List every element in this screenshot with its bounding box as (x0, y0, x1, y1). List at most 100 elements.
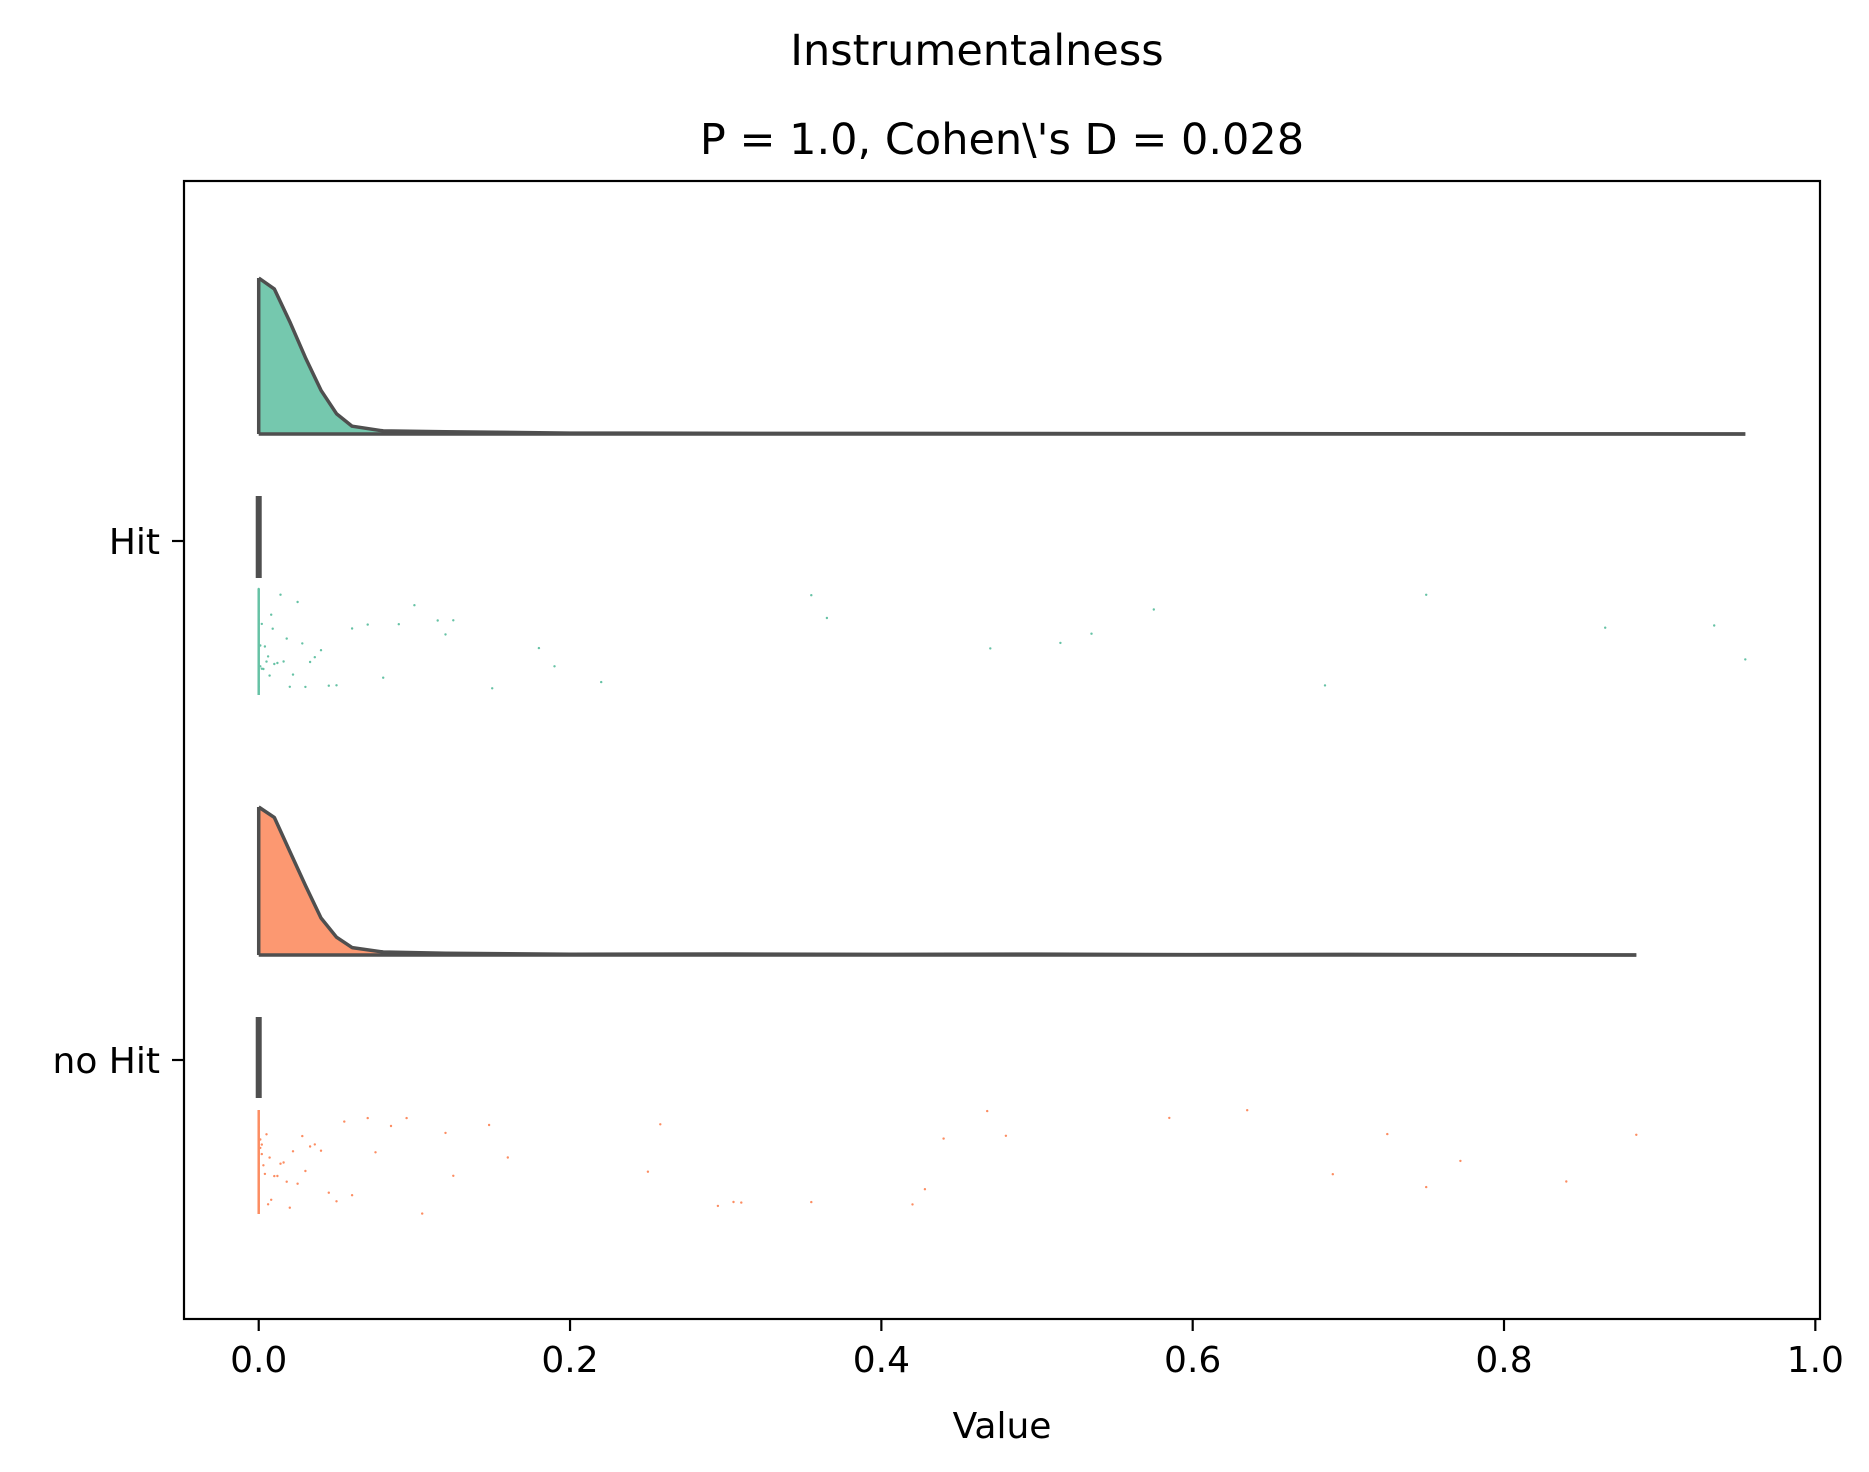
rain-point (740, 1201, 743, 1204)
rain-point (257, 610, 260, 613)
y-axis: Hit no Hit (53, 522, 184, 1082)
x-tick-label: 0.6 (1164, 1340, 1221, 1381)
rain-point (273, 1174, 276, 1178)
rain-point (1713, 624, 1716, 627)
rain-point (491, 687, 494, 690)
rain-point (989, 647, 992, 650)
rain-point (263, 645, 267, 648)
rain-point (296, 600, 299, 604)
rain-point (942, 1137, 945, 1140)
rain-point (259, 1138, 262, 1141)
x-tick-label: 1.0 (1787, 1340, 1844, 1381)
rain-point (271, 627, 274, 630)
rain-point (262, 667, 265, 671)
density-hit (258, 278, 1746, 434)
x-tick-label: 0.0 (230, 1340, 287, 1381)
x-axis-label: Value (953, 1406, 1052, 1447)
boxplot-hit (255, 496, 262, 578)
density-no-hit (258, 807, 1637, 955)
rain-point (487, 1123, 491, 1127)
rain-point (444, 633, 447, 636)
rain-point (923, 1188, 927, 1191)
rain-point (301, 1134, 304, 1138)
rain-point (266, 1203, 270, 1206)
rain-point (1168, 1116, 1171, 1120)
rain-point (452, 1174, 455, 1178)
rain-point (732, 1200, 735, 1204)
rain-point (327, 684, 330, 687)
rain-point (262, 1164, 265, 1167)
rain-point (257, 1151, 260, 1154)
rain-point (335, 684, 338, 687)
rain-point (506, 1156, 509, 1159)
rain-point (1635, 1133, 1638, 1137)
plot-frame (182, 179, 1822, 1321)
rain-point (291, 1150, 295, 1153)
rain-point (1331, 1173, 1335, 1176)
rain-point (268, 674, 271, 677)
rain-point (260, 622, 263, 626)
rain-point (296, 1182, 299, 1185)
rain-point (1090, 632, 1093, 635)
density-outline-no-hit (257, 805, 1637, 957)
rain-point (810, 594, 813, 597)
rain-point (265, 660, 268, 663)
rain-point (319, 1149, 323, 1152)
rain-point (452, 619, 455, 622)
rain-point (257, 1162, 260, 1165)
x-axis: 0.0 0.2 0.4 0.6 0.8 1.0 (230, 1319, 1844, 1381)
rain-point (382, 676, 385, 679)
rain-point (265, 1133, 268, 1136)
rain-point (1604, 626, 1607, 629)
rain-point (313, 1143, 316, 1146)
rain-point (1004, 1134, 1008, 1138)
rain-point (810, 1200, 813, 1204)
rain-point (308, 660, 312, 664)
rain-point (397, 623, 400, 626)
rain-point (279, 593, 282, 596)
x-tick-label: 0.2 (541, 1340, 598, 1381)
rain-point (288, 1206, 291, 1209)
density-outline-hit (257, 276, 1746, 436)
rain-point (270, 613, 273, 616)
rain-point (257, 685, 260, 688)
rain-point (911, 1203, 914, 1206)
rain-point (257, 1126, 260, 1129)
plot-area (255, 276, 1747, 1215)
rain-point (276, 1174, 279, 1178)
rain-point (335, 1200, 338, 1203)
rain-point (288, 685, 291, 688)
y-tick-label: Hit (109, 522, 160, 563)
rain-point (444, 1131, 447, 1135)
rain-point (343, 1120, 346, 1123)
rain-point (260, 1152, 263, 1156)
rain-point (436, 619, 439, 622)
rain-point (421, 1212, 424, 1215)
rain-point (986, 1109, 989, 1113)
rain-point (553, 665, 556, 668)
rain-point (285, 637, 288, 640)
rain-point (1386, 1132, 1389, 1136)
rain-point (285, 1180, 288, 1183)
rain-point (366, 1116, 369, 1120)
rain-point (1744, 658, 1747, 661)
rain-point (301, 642, 304, 645)
rain-point (276, 661, 279, 665)
rain-point (350, 627, 354, 630)
rain-point (308, 1145, 312, 1148)
rain-point (1459, 1159, 1462, 1163)
rain-point (282, 1161, 285, 1164)
rain-point (268, 1156, 271, 1159)
rain-point (282, 660, 285, 663)
rain-point (600, 680, 603, 684)
rain-point (1425, 1185, 1428, 1189)
rain-point (1059, 641, 1062, 645)
rain-point (716, 1204, 720, 1208)
boxplot-no-hit (255, 1017, 262, 1098)
rain-point (659, 1123, 662, 1126)
rain-point (273, 662, 276, 666)
y-tick-label: no Hit (53, 1041, 160, 1082)
rain-point (825, 616, 829, 620)
rain-point (257, 618, 260, 621)
